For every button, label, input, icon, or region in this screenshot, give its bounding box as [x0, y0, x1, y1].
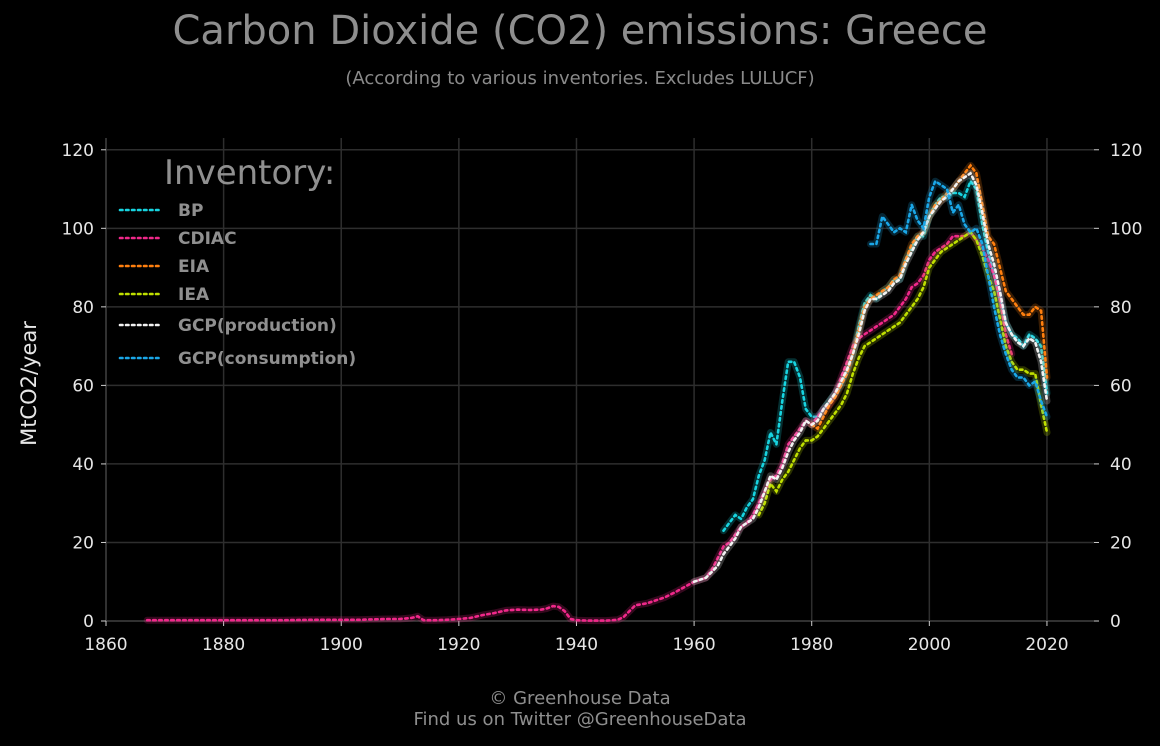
y-tick-label-right: 100 [1110, 219, 1142, 239]
x-tick-label: 2020 [1025, 635, 1068, 655]
y-tick-label-left: 20 [72, 533, 94, 553]
y-tick-label-right: 40 [1110, 455, 1132, 475]
series-lines [143, 162, 1051, 625]
chart-title: Carbon Dioxide (CO2) emissions: Greece [172, 8, 988, 54]
legend-label: GCP(production) [178, 316, 337, 336]
x-tick-label: 1960 [672, 635, 715, 655]
legend-title: Inventory: [164, 153, 335, 193]
series-iea-line [757, 230, 1049, 517]
series-gcp-consumption-glow [867, 177, 1051, 421]
y-tick-label-left: 80 [72, 298, 94, 318]
legend: Inventory: BP CDIAC EIA IEA GCP(production) GC… [118, 153, 356, 369]
legend-label: GCP(consumption) [178, 349, 356, 369]
legend-label: IEA [178, 285, 210, 305]
x-tick-label: 1940 [555, 635, 598, 655]
x-tick-label: 2000 [908, 635, 951, 655]
y-tick-label-right: 20 [1110, 533, 1132, 553]
chart-subtitle: (According to various inventories. Exclu… [345, 68, 815, 89]
legend-label: CDIAC [178, 229, 237, 249]
series-gcp-consumption-line [869, 179, 1049, 419]
y-tick-label-right: 0 [1110, 612, 1121, 632]
y-axis-label: MtCO2/year [17, 321, 41, 446]
y-tick-label-right: 120 [1110, 141, 1142, 161]
legend-label: EIA [178, 257, 210, 277]
y-tick-label-right: 60 [1110, 376, 1132, 396]
footer: © Greenhouse Data Find us on Twitter @Gr… [0, 688, 1160, 730]
twitter-credit: Find us on Twitter @GreenhouseData [413, 709, 747, 730]
y-tick-label-left: 40 [72, 455, 94, 475]
x-tick-label: 1980 [790, 635, 833, 655]
grid-lines [105, 138, 1094, 622]
y-tick-label-right: 80 [1110, 298, 1132, 318]
y-tick-label-left: 60 [72, 376, 94, 396]
x-tick-label: 1920 [437, 635, 480, 655]
y-tick-label-left: 0 [83, 612, 94, 632]
series-gcp-production-glow [690, 169, 1051, 586]
y-tick-label-left: 120 [62, 141, 94, 161]
legend-label: BP [178, 201, 203, 221]
x-tick-label: 1880 [202, 635, 245, 655]
y-tick-label-left: 100 [62, 219, 94, 239]
x-tick-label: 1860 [84, 635, 127, 655]
series-gcp-production-line [692, 171, 1049, 584]
x-tick-label: 1900 [320, 635, 363, 655]
copyright-text: © Greenhouse Data [489, 688, 671, 709]
